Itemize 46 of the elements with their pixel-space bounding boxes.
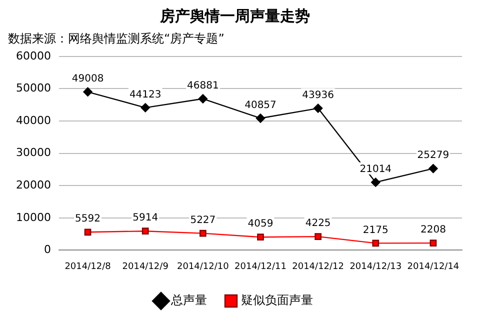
y-tick-label: 20000: [16, 178, 51, 192]
y-tick-label: 40000: [16, 114, 51, 127]
x-tick-label: 2014/12/14: [407, 262, 460, 272]
point: [314, 233, 322, 240]
x-tick-label: 2014/12/12: [292, 262, 344, 272]
data-label: 4059: [248, 218, 274, 230]
data-label: 21014: [360, 164, 392, 175]
data-label: 49008: [72, 74, 104, 84]
point: [140, 103, 150, 112]
data-label: 5227: [190, 214, 216, 226]
data-label: 43936: [302, 90, 334, 101]
legend-label: 疑似负面声量: [241, 293, 313, 308]
point: [84, 228, 92, 236]
y-tick-label: 60000: [16, 49, 51, 62]
point: [83, 87, 92, 97]
point: [371, 178, 380, 187]
point: [257, 234, 264, 241]
data-label: 2175: [362, 224, 388, 236]
data-label: 25279: [417, 150, 450, 162]
point: [428, 164, 438, 174]
point: [313, 104, 323, 113]
x-tick-label: 2014/12/8: [64, 262, 112, 272]
x-tick-label: 2014/12/11: [234, 262, 286, 272]
chart-subtitle: 数据来源：网络舆情监测系统“房产专题”: [8, 31, 224, 46]
x-tick-label: 2014/12/10: [176, 262, 230, 272]
y-tick-label: 30000: [16, 146, 51, 160]
point: [198, 94, 208, 104]
y-tick-label: 50000: [16, 82, 51, 95]
point: [256, 114, 266, 123]
data-label: 2208: [420, 224, 446, 236]
point: [142, 228, 149, 235]
data-label: 5914: [132, 212, 158, 224]
x-tick-label: 2014/12/9: [122, 262, 169, 272]
data-label: 44123: [129, 89, 162, 100]
data-label: 4225: [305, 218, 331, 230]
y-tick-label: 0: [44, 243, 51, 256]
point: [430, 240, 437, 246]
x-tick-label: 2014/12/13: [350, 262, 402, 272]
point: [199, 230, 206, 237]
data-label: 46881: [187, 80, 219, 92]
point: [372, 240, 380, 247]
data-label: 5592: [75, 214, 101, 225]
legend-label: 总声量: [170, 293, 207, 308]
data-label: 40857: [244, 100, 276, 111]
y-tick-label: 10000: [16, 210, 51, 224]
chart-title: 房产舆情一周声量走势: [159, 6, 310, 25]
